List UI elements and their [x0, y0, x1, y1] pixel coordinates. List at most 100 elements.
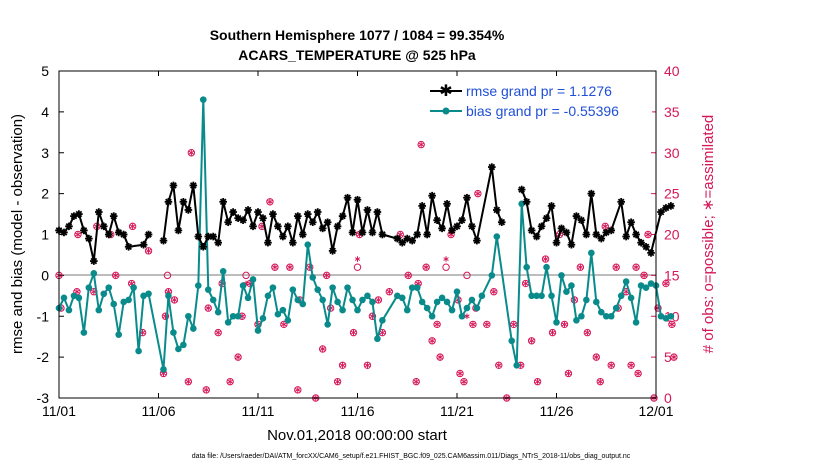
- bias-point: [637, 282, 645, 289]
- rmse-star-stroke: [229, 208, 237, 216]
- rmse-star-stroke: [563, 229, 570, 236]
- obs-possible-point: [662, 279, 670, 288]
- obs-assimilated-stroke: [645, 232, 651, 237]
- legend-bias-dot-icon: [442, 107, 450, 115]
- obs-assimilated-stroke: [339, 363, 346, 368]
- bias-point: [299, 300, 307, 308]
- obs-assimilated-stroke: [379, 330, 386, 335]
- rmse-point: [75, 210, 83, 218]
- rmse-point: [95, 208, 103, 216]
- obs-possible-point: [560, 320, 569, 329]
- y-right-tick-label: 25: [664, 186, 680, 202]
- obs-assimilated-point: [350, 329, 357, 336]
- obs-assimilated-stroke: [584, 330, 591, 335]
- bias-point: [224, 319, 232, 326]
- bias-point: [304, 241, 312, 249]
- obs-assimilated-stroke: [470, 322, 476, 327]
- rmse-star-stroke: [110, 212, 118, 220]
- obs-assimilated-point: [542, 256, 549, 262]
- obs-assimilated-point: [602, 223, 608, 230]
- bias-point: [165, 292, 172, 300]
- obs-assimilated-point: [528, 337, 535, 344]
- bias-point: [334, 298, 341, 306]
- obs-assimilated-point: [129, 223, 136, 230]
- bias-point: [344, 284, 351, 291]
- obs-assimilated-stroke: [113, 273, 119, 278]
- obs-possible-point: [226, 377, 234, 386]
- obs-assimilated-point: [437, 354, 443, 360]
- obs-assimilated-point: [470, 321, 476, 328]
- obs-assimilated-stroke: [415, 281, 421, 286]
- rmse-point: [667, 202, 675, 210]
- bias-point: [319, 296, 326, 304]
- obs-assimilated-point: [295, 387, 301, 393]
- rmse-star-stroke: [204, 233, 212, 240]
- rmse-star-stroke: [498, 218, 506, 226]
- chart-subtitle: ACARS_TEMPERATURE @ 525 hPa: [238, 47, 476, 63]
- bias-point: [448, 306, 456, 314]
- rmse-point: [393, 234, 402, 243]
- rmse-point: [328, 247, 337, 255]
- rmse-star-stroke: [199, 243, 207, 251]
- rmse-point: [124, 242, 133, 251]
- rmse-point: [333, 222, 342, 231]
- obs-assimilated-point: [74, 288, 80, 295]
- obs-possible-point: [204, 304, 212, 312]
- rmse-point: [622, 232, 630, 241]
- bias-point: [593, 298, 600, 306]
- data-file-footer: data file: /Users/raeder/DAI/ATM_forcXX/…: [192, 453, 631, 460]
- bias-point: [110, 300, 118, 308]
- bias-point: [85, 284, 93, 291]
- obs-assimilated-point: [635, 370, 641, 377]
- obs-assimilated-stroke: [350, 330, 357, 335]
- rmse-point: [303, 210, 312, 218]
- obs-assimilated-point: [185, 378, 192, 385]
- bias-point: [125, 296, 132, 304]
- y-right-tick-label: 20: [664, 227, 680, 243]
- obs-possible-point: [668, 320, 676, 329]
- rmse-point: [517, 185, 526, 194]
- bias-point: [294, 296, 302, 304]
- obs-possible-point: [583, 328, 592, 337]
- x-tick-label: 11/16: [341, 403, 375, 419]
- bias-point: [369, 298, 376, 306]
- rmse-star-stroke: [453, 223, 461, 230]
- obs-assimilated-stroke: [171, 298, 178, 302]
- obs-assimilated-point: [577, 264, 584, 270]
- rmse-star-stroke: [339, 212, 346, 220]
- rmse-star-stroke: [379, 231, 386, 238]
- obs-possible-point: [601, 222, 609, 231]
- obs-possible-point: [74, 230, 82, 239]
- rmse-star-stroke: [657, 208, 665, 216]
- rmse-star-stroke: [264, 239, 272, 246]
- obs-possible-point: [474, 189, 482, 198]
- rmse-star-stroke: [538, 223, 545, 230]
- rmse-star-stroke: [145, 231, 152, 238]
- obs-assimilated-stroke: [364, 363, 371, 368]
- bias-point: [662, 314, 670, 322]
- rmse-point: [542, 214, 551, 222]
- rmse-point: [592, 230, 601, 239]
- obs-assimilated-stroke: [129, 224, 136, 229]
- rmse-point: [249, 222, 257, 231]
- obs-possible-point: [596, 377, 604, 386]
- bias-point: [423, 304, 431, 312]
- rmse-star-stroke: [473, 237, 481, 244]
- obs-possible-point: [592, 353, 600, 361]
- obs-possible-point: [417, 140, 425, 149]
- obs-possible-point: [463, 271, 471, 280]
- obs-assimilated-stroke: [185, 379, 192, 384]
- bias-point: [553, 319, 560, 326]
- rmse-star-stroke: [558, 225, 565, 232]
- obs-assimilated-stroke: [464, 314, 470, 319]
- obs-assimilated-stroke: [205, 306, 211, 310]
- rmse-star-stroke: [105, 231, 113, 238]
- obs-assimilated-point: [457, 370, 463, 377]
- obs-assimilated-point: [613, 264, 619, 270]
- rmse-star-stroke: [259, 214, 267, 222]
- obs-assimilated-point: [386, 288, 393, 295]
- bias-point: [667, 312, 675, 320]
- rmse-star-stroke: [647, 249, 655, 257]
- rmse-point: [423, 230, 431, 239]
- rmse-point: [488, 163, 496, 171]
